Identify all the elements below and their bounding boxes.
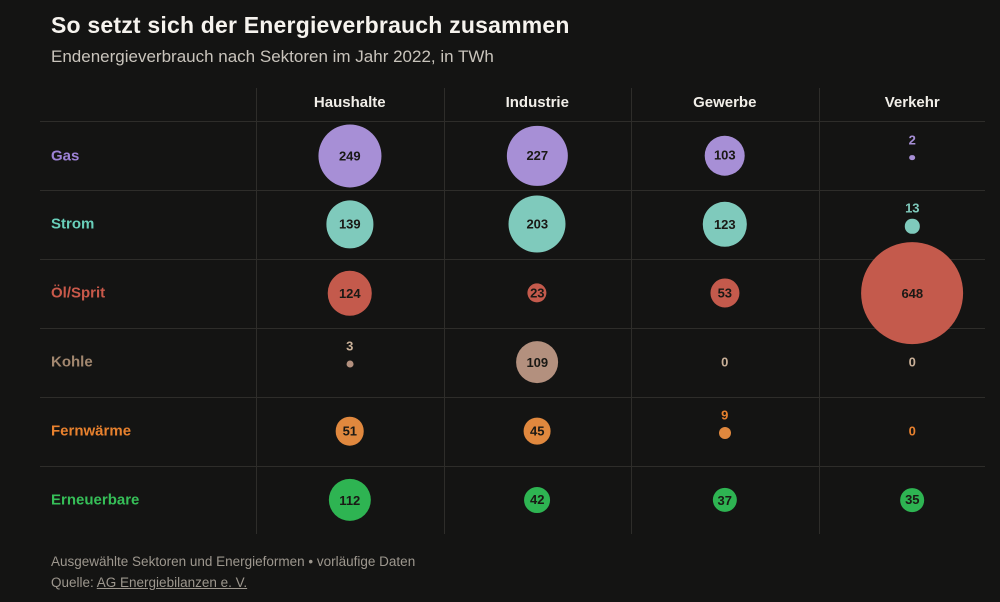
grid-horizontal-line: [40, 396, 985, 398]
bubble-strom-industrie: 203: [508, 195, 566, 253]
bubble-matrix-chart: Haushalte Industrie Gewerbe Verkehr Gas 249 22…: [40, 88, 985, 534]
page-title: So setzt sich der Energieverbrauch zusam…: [51, 12, 570, 38]
bubble-erneuerbare-haushalte: 112: [328, 478, 371, 522]
bubble-oel-sprit-verkehr: 648: [861, 242, 964, 345]
bubble-oel-sprit-haushalte: 124: [327, 271, 373, 316]
bubble-fernwaerme-industrie: 45: [523, 417, 551, 445]
row-label-kohle: Kohle: [51, 353, 93, 371]
source-prefix: Quelle:: [51, 575, 97, 590]
column-header-haushalte: Haushalte: [313, 94, 386, 111]
bubble-kohle-haushalte: [346, 360, 354, 368]
bubble-gas-industrie: 227: [507, 125, 568, 186]
value-label-fernwaerme-gewerbe: 9: [721, 407, 729, 423]
row-label-strom: Strom: [51, 215, 95, 233]
value-label-kohle-gewerbe: 0: [721, 354, 729, 370]
bubble-kohle-industrie: 109: [516, 341, 559, 384]
bubble-oel-sprit-gewerbe: 53: [710, 278, 740, 308]
bubble-fernwaerme-gewerbe: [718, 427, 731, 440]
bubble-gas-gewerbe: 103: [704, 135, 746, 176]
bubble-fernwaerme-haushalte: 51: [335, 416, 365, 446]
grid-horizontal-line: [40, 327, 985, 329]
bubble-erneuerbare-gewerbe: 37: [712, 487, 737, 513]
column-header-gewerbe: Gewerbe: [693, 94, 757, 111]
page-subtitle: Endenergieverbrauch nach Sektoren im Jah…: [51, 47, 494, 66]
bubble-strom-gewerbe: 123: [702, 202, 747, 247]
source-line: Quelle: AG Energiebilanzen e. V.: [51, 575, 247, 590]
grid-horizontal-line: [40, 121, 985, 122]
row-label-gas: Gas: [51, 147, 80, 164]
row-label-oel-sprit: Öl/Sprit: [51, 284, 106, 302]
grid-vertical-line: [443, 88, 445, 534]
bubble-erneuerbare-verkehr: 35: [900, 488, 925, 512]
bubble-gas-haushalte: 249: [318, 123, 382, 188]
row-label-erneuerbare: Erneuerbare: [51, 491, 140, 509]
column-header-industrie: Industrie: [505, 94, 569, 111]
bubble-oel-sprit-industrie: 23: [527, 283, 547, 303]
value-label-kohle-haushalte: 3: [346, 338, 354, 354]
value-label-kohle-verkehr: 0: [908, 354, 916, 370]
value-label-strom-verkehr: 13: [905, 200, 920, 216]
grid-vertical-line: [631, 88, 632, 534]
grid-vertical-line: [818, 88, 820, 534]
bubble-gas-verkehr: [909, 154, 916, 161]
bubble-strom-haushalte: 139: [326, 200, 374, 248]
bubble-strom-verkehr: [905, 219, 920, 234]
grid-horizontal-line: [40, 189, 985, 191]
row-label-fernwaerme: Fernwärme: [51, 422, 132, 440]
value-label-gas-verkehr: 2: [908, 132, 916, 147]
source-link[interactable]: AG Energiebilanzen e. V.: [96, 575, 248, 590]
bubble-erneuerbare-industrie: 42: [524, 486, 551, 513]
column-header-verkehr: Verkehr: [884, 94, 940, 111]
grid-horizontal-line: [40, 465, 985, 467]
value-label-fernwaerme-verkehr: 0: [908, 423, 916, 439]
grid-horizontal-line: [40, 258, 985, 260]
footnote: Ausgewählte Sektoren und Energieformen •…: [51, 554, 416, 569]
grid-vertical-line: [256, 88, 257, 534]
